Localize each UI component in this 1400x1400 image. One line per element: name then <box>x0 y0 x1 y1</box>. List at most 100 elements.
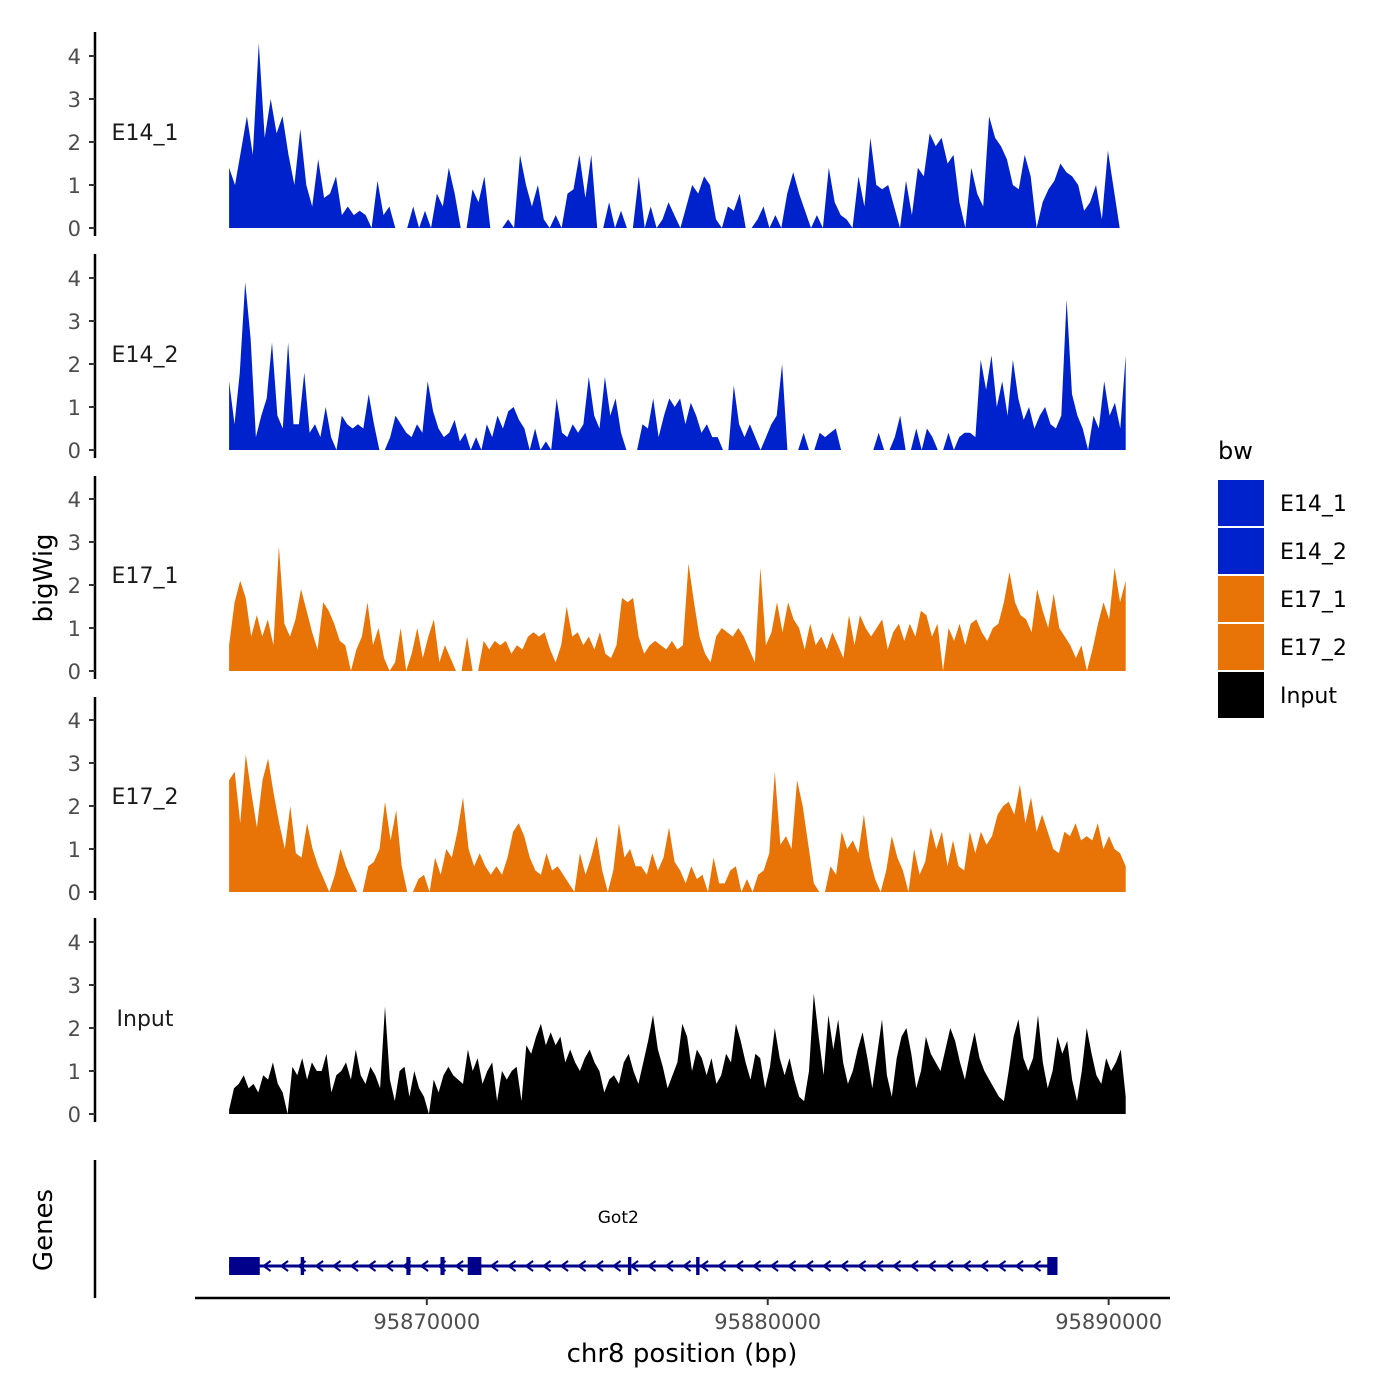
series-area-input <box>229 993 1126 1114</box>
gene-exon <box>627 1257 632 1275</box>
x-axis-title: chr8 position (bp) <box>567 1339 798 1369</box>
y-tick-label: 2 <box>68 353 81 377</box>
strand-arrow <box>314 1260 324 1272</box>
series-area-e14-2 <box>229 282 1126 450</box>
legend-key <box>1218 672 1264 718</box>
track-e17-1: 0 1 2 3 4 E17_1 <box>68 476 1126 684</box>
strand-arrow <box>331 1260 342 1272</box>
strand-arrow <box>996 1260 1007 1272</box>
strand-arrow <box>874 1260 884 1272</box>
strand-arrow <box>1031 1260 1042 1272</box>
y-tick-label: 3 <box>68 531 81 555</box>
legend-key <box>1218 480 1264 526</box>
y-tick-label: 1 <box>68 838 81 862</box>
y-tick-label: 0 <box>68 217 81 241</box>
y-tick-label: 2 <box>68 1017 81 1041</box>
x-tick-label: 95880000 <box>714 1310 821 1334</box>
legend-title: bw <box>1218 437 1253 465</box>
y-tick-label: 3 <box>68 88 81 112</box>
y-tick-label: 1 <box>68 617 81 641</box>
y-tick-label: 3 <box>68 310 81 334</box>
strand-arrow <box>734 1260 744 1272</box>
y-tick-label: 4 <box>68 931 81 955</box>
series-area-e17-2 <box>229 754 1126 892</box>
legend-key <box>1218 576 1264 622</box>
strand-arrow <box>909 1260 919 1272</box>
y-tick-label: 2 <box>68 795 81 819</box>
y-tick-label: 1 <box>68 396 81 420</box>
track-panels: 0 1 2 3 4 E14_1 0 1 2 3 4 E14_2 0 1 2 3 4 E17_1 0 1 2 3 4 E17_2… <box>68 32 1126 1127</box>
series-area-e17-1 <box>229 546 1126 671</box>
strand-arrow <box>366 1260 377 1272</box>
gene-exon <box>1047 1257 1058 1275</box>
legend-label: E17_2 <box>1280 636 1347 661</box>
gene-label: Got2 <box>598 1208 639 1228</box>
legend-label: E14_1 <box>1280 492 1347 517</box>
y-tick-label: 1 <box>68 174 81 198</box>
strand-arrow <box>856 1260 867 1272</box>
strand-arrow <box>979 1260 989 1272</box>
strand-arrow <box>576 1260 587 1272</box>
track-label: E17_1 <box>112 564 179 589</box>
strand-arrow <box>611 1260 622 1272</box>
strand-arrow <box>454 1260 464 1272</box>
strand-arrow <box>926 1260 937 1272</box>
strand-arrow <box>261 1260 272 1272</box>
x-axis: 95870000 95880000 95890000 <box>195 1296 1170 1334</box>
genes-axis-title: Genes <box>29 1189 59 1271</box>
strand-arrow <box>681 1260 692 1272</box>
series-area-e14-1 <box>229 43 1126 228</box>
track-label: Input <box>117 1007 174 1032</box>
y-tick-label: 3 <box>68 752 81 776</box>
track-e14-2: 0 1 2 3 4 E14_2 <box>68 254 1126 463</box>
gene-exon <box>406 1257 411 1275</box>
strand-arrow <box>279 1260 289 1272</box>
y-tick-label: 0 <box>68 439 81 463</box>
strand-arrow <box>506 1260 517 1272</box>
strand-arrow <box>821 1260 832 1272</box>
strand-arrow <box>646 1260 657 1272</box>
x-tick-label: 95890000 <box>1055 1310 1162 1334</box>
x-tick-label: 95870000 <box>373 1310 480 1334</box>
track-label: E14_1 <box>112 121 179 146</box>
y-tick-label: 0 <box>68 1103 81 1127</box>
gene-exon <box>440 1257 445 1275</box>
strand-arrow <box>716 1260 727 1272</box>
strand-arrow <box>524 1260 534 1272</box>
strand-arrow <box>751 1260 762 1272</box>
gene-exon <box>229 1257 260 1275</box>
track-e14-1: 0 1 2 3 4 E14_1 <box>68 32 1126 241</box>
gene-exon <box>300 1257 305 1275</box>
y-tick-label: 4 <box>68 488 81 512</box>
gene-track: Got2 <box>93 1160 1058 1298</box>
strand-arrow <box>541 1260 552 1272</box>
legend-label: E17_1 <box>1280 588 1347 613</box>
y-tick-label: 4 <box>68 709 81 733</box>
legend: bw E14_1 E14_2 E17_1 E17_2 Input <box>1218 437 1347 718</box>
track-input: 0 1 2 3 4 Input <box>68 918 1126 1127</box>
strand-arrow <box>419 1260 429 1272</box>
strand-arrow <box>786 1260 797 1272</box>
strand-arrow <box>891 1260 902 1272</box>
y-tick-label: 2 <box>68 131 81 155</box>
legend-label: Input <box>1280 684 1337 709</box>
strand-arrow <box>839 1260 849 1272</box>
y-tick-label: 0 <box>68 881 81 905</box>
track-e17-2: 0 1 2 3 4 E17_2 <box>68 697 1126 905</box>
track-label: E14_2 <box>112 343 179 368</box>
legend-label: E14_2 <box>1280 540 1347 565</box>
strand-arrow <box>384 1260 394 1272</box>
y-axis-title: bigWig <box>29 533 59 622</box>
strand-arrow <box>559 1260 569 1272</box>
strand-arrow <box>594 1260 604 1272</box>
gene-exon <box>696 1257 700 1275</box>
strand-arrow <box>944 1260 954 1272</box>
strand-arrow <box>1014 1260 1024 1272</box>
strand-arrow <box>664 1260 674 1272</box>
y-tick-label: 3 <box>68 974 81 998</box>
strand-arrow <box>349 1260 359 1272</box>
strand-arrow <box>804 1260 814 1272</box>
strand-arrow <box>489 1260 499 1272</box>
track-label: E17_2 <box>112 785 179 810</box>
